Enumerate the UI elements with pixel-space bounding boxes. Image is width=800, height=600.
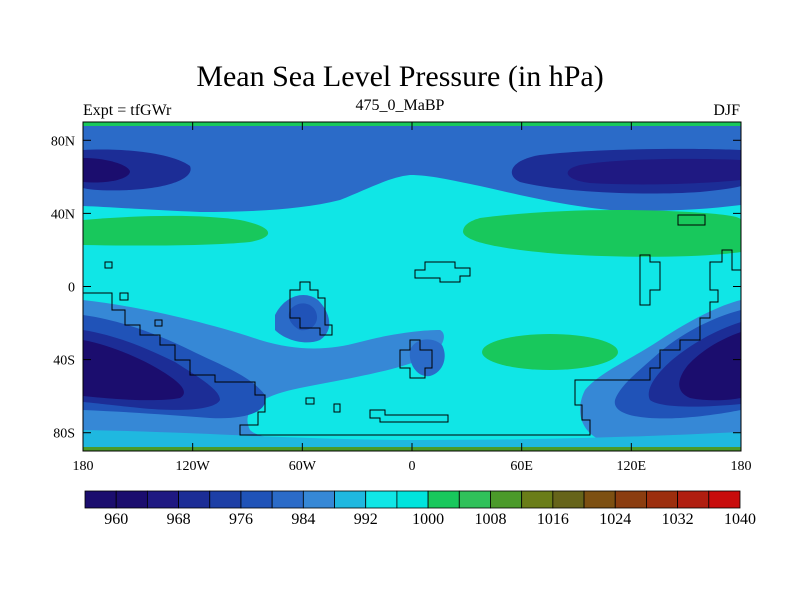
time-label: 475_0_MaBP (355, 97, 445, 114)
colorbar-label: 1000 (412, 511, 444, 528)
colorbar-swatch (521, 490, 554, 509)
field-eurasian-core (567, 158, 741, 185)
coastlines (83, 214, 741, 436)
experiment-label: Expt = tfGWr (83, 102, 172, 119)
x-tick-label: 0 (409, 459, 416, 474)
colorbar-label: 1032 (662, 511, 694, 528)
y-tick-label: 80N (51, 134, 75, 149)
colorbar-label: 1008 (474, 511, 506, 528)
colorbar-swatch (552, 490, 585, 509)
field-north-high-east (463, 210, 741, 257)
x-tick-label: 60W (289, 459, 317, 474)
field-north-high-west (83, 215, 269, 246)
x-axis: 180 120W 60W 0 60E 120E 180 (73, 122, 752, 474)
field-north-pacific-core (83, 158, 130, 183)
colorbar-swatch (334, 490, 367, 509)
field-island-low-central (409, 339, 445, 377)
y-tick-label: 0 (68, 281, 75, 296)
colorbar-swatch (646, 490, 679, 509)
field-south-high (482, 334, 618, 370)
colorbar-label: 960 (104, 511, 128, 528)
colorbar-swatch (708, 490, 741, 509)
colorbar-swatch (614, 490, 647, 509)
field-southern-low-west-core (83, 340, 184, 401)
colorbar-label: 968 (167, 511, 191, 528)
colorbar-swatch (146, 490, 179, 509)
colorbar-swatch (396, 490, 429, 509)
x-tick-label: 180 (731, 459, 752, 474)
colorbar-swatch (365, 490, 398, 509)
colorbar-label: 992 (354, 511, 378, 528)
colorbar-label: 1040 (724, 511, 756, 528)
colorbar-swatch (583, 490, 616, 509)
colorbar-swatch (240, 490, 273, 509)
colorbar: 960 968 976 984 992 1000 1008 1016 1024 1032 1040 (84, 490, 756, 528)
colorbar-swatch (178, 490, 211, 509)
colorbar-label: 1016 (537, 511, 569, 528)
field-island-low-west-core (288, 303, 318, 331)
y-tick-label: 40N (51, 207, 75, 222)
colorbar-swatch (271, 490, 304, 509)
y-tick-label: 80S (53, 427, 75, 442)
colorbar-swatch (458, 490, 491, 509)
x-tick-label: 60E (510, 459, 533, 474)
chart-title: Mean Sea Level Pressure (in hPa) (196, 60, 604, 93)
colorbar-label: 1024 (599, 511, 631, 528)
y-axis: 80N 40N 0 40S 80S (51, 134, 741, 442)
map-field (83, 122, 741, 451)
field-southern-low-east-core (679, 332, 741, 401)
season-label: DJF (713, 102, 740, 119)
colorbar-swatch (115, 490, 148, 509)
x-tick-label: 120E (617, 459, 647, 474)
x-tick-label: 120W (176, 459, 211, 474)
colorbar-swatch (209, 490, 242, 509)
x-tick-label: 180 (73, 459, 94, 474)
field-antarctic-band (83, 430, 741, 451)
colorbar-swatch (84, 490, 117, 509)
colorbar-swatch (490, 490, 523, 509)
colorbar-label: 984 (291, 511, 315, 528)
colorbar-label: 976 (229, 511, 253, 528)
colorbar-swatch (302, 490, 335, 509)
y-tick-label: 40S (53, 354, 75, 369)
colorbar-swatch (677, 490, 710, 509)
colorbar-swatch (427, 490, 460, 509)
